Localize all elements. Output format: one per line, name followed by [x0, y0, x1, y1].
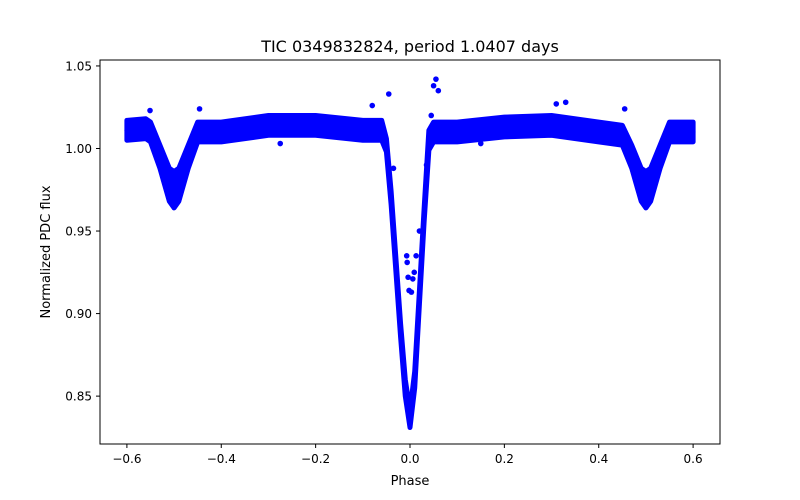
data-point — [643, 187, 649, 193]
data-point — [657, 154, 663, 160]
data-point — [218, 129, 224, 135]
data-point — [388, 195, 394, 201]
data-point — [596, 129, 602, 135]
outlier-point — [277, 140, 284, 147]
data-point — [265, 122, 271, 128]
outlier-point — [369, 102, 376, 109]
outlier-point — [428, 112, 435, 119]
data-point — [176, 182, 182, 188]
outlier-point — [196, 106, 203, 112]
outlier-point — [413, 252, 419, 259]
data-point — [166, 182, 172, 188]
y-tick-label: 1.00 — [65, 142, 92, 156]
data-point — [454, 129, 460, 135]
outlier-point — [385, 91, 392, 97]
outlier-point — [405, 274, 411, 281]
plot-frame — [99, 59, 721, 445]
outlier-point — [562, 99, 569, 106]
x-tick-label: −0.6 — [112, 452, 141, 466]
data-point — [426, 137, 432, 143]
data-point — [171, 187, 177, 193]
outlier-point — [416, 228, 423, 234]
x-tick-label: −0.4 — [207, 452, 236, 466]
data-point — [629, 154, 635, 160]
outlier-point — [404, 259, 410, 266]
data-point — [313, 122, 319, 128]
data-point — [360, 127, 366, 133]
data-point — [379, 127, 385, 133]
x-tick-label: 0.4 — [589, 452, 608, 466]
x-tick-label: 0.6 — [684, 452, 703, 466]
outlier-point — [403, 252, 410, 259]
outlier-point — [390, 165, 397, 172]
data-point — [638, 182, 644, 188]
data-point — [501, 124, 507, 130]
chart-title: TIC 0349832824, period 1.0407 days — [260, 37, 559, 56]
y-tick-label: 1.05 — [65, 59, 92, 73]
data-point — [393, 261, 399, 267]
data-point — [124, 127, 130, 133]
data-point — [195, 129, 201, 135]
data-point — [549, 122, 555, 128]
data-point — [143, 126, 149, 132]
x-tick-label: 0.0 — [400, 452, 419, 466]
y-axis-label: Normalized PDC flux — [39, 185, 54, 318]
data-point — [416, 294, 422, 300]
data-point — [667, 129, 673, 135]
data-point — [690, 129, 696, 135]
y-tick-label: 0.85 — [65, 390, 92, 404]
data-point — [157, 154, 163, 160]
outlier-point — [621, 106, 628, 112]
outlier-point — [410, 276, 416, 282]
outlier-point — [147, 107, 153, 114]
outlier-point — [430, 82, 437, 89]
data-point — [402, 385, 408, 391]
outlier-point — [435, 87, 442, 94]
data-point — [421, 212, 427, 218]
outlier-point — [553, 101, 560, 107]
y-tick-label: 0.95 — [65, 225, 92, 239]
x-axis-label: Phase — [391, 474, 430, 489]
data-point — [619, 132, 625, 138]
outlier-point — [477, 140, 484, 147]
data-point — [185, 154, 191, 160]
data-point — [412, 377, 418, 383]
data-point — [431, 129, 437, 135]
outlier-point — [423, 162, 430, 168]
data-point — [147, 129, 153, 135]
data-point — [383, 142, 389, 148]
y-tick-label: 0.90 — [65, 307, 92, 321]
data-point — [648, 182, 654, 188]
outlier-point — [433, 76, 439, 82]
outlier-point — [411, 269, 418, 276]
data-point — [407, 416, 413, 422]
data-point — [398, 327, 404, 333]
x-tick-label: −0.2 — [301, 452, 330, 466]
outlier-point — [408, 289, 415, 295]
data-point-band — [124, 112, 696, 430]
x-tick-label: 0.2 — [495, 452, 514, 466]
